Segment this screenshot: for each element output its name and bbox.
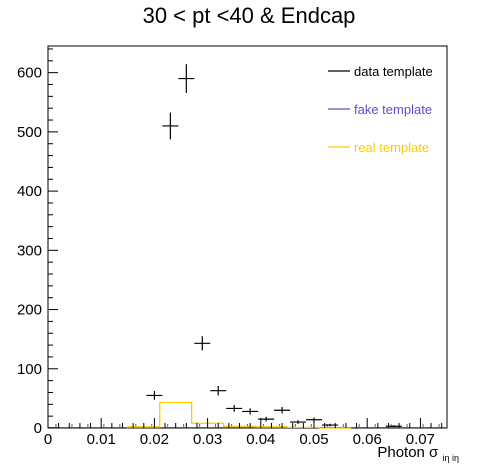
real-template-layer — [127, 401, 352, 429]
data-point — [242, 408, 259, 415]
data-point — [178, 64, 195, 93]
axis-layer: 0 100 200 300 400 500 600 0 0.01 0.02 0.03 0.04 0.05… — [17, 48, 443, 448]
data-point — [290, 420, 307, 424]
chart-title: 30 < pt <40 & Endcap — [143, 3, 356, 28]
y-tick-label: 300 — [17, 242, 42, 259]
y-tick-label: 100 — [17, 361, 42, 378]
data-point — [194, 336, 211, 351]
y-tick-label: 200 — [17, 302, 42, 319]
legend-label: real template — [354, 140, 429, 155]
data-point — [274, 406, 291, 414]
x-tick-label: 0.03 — [193, 431, 222, 448]
x-tick-label: 0.05 — [299, 431, 328, 448]
x-tick-label: 0.04 — [246, 431, 275, 448]
x-tick-label: 0 — [44, 431, 52, 448]
x-tick-label: 0.07 — [406, 431, 435, 448]
real-template-line — [127, 401, 352, 429]
legend: data template fake template real template — [328, 64, 433, 155]
y-tick-label: 500 — [17, 124, 42, 141]
y-tick-label: 600 — [17, 65, 42, 82]
data-point — [162, 112, 179, 140]
y-tick-label: 0 — [34, 420, 42, 437]
x-axis-label: Photon σ iη iη — [377, 444, 459, 463]
data-point — [210, 386, 227, 396]
legend-label: data template — [354, 64, 433, 79]
x-tick-label: 0.02 — [140, 431, 169, 448]
legend-label: fake template — [354, 102, 432, 117]
y-tick-label: 400 — [17, 183, 42, 200]
data-point — [146, 391, 163, 400]
data-template-layer — [146, 64, 402, 428]
data-point — [226, 405, 243, 412]
x-tick-label: 0.06 — [353, 431, 382, 448]
x-axis-label-main: Photon σ — [377, 444, 439, 461]
x-axis-label-sub: iη iη — [442, 453, 459, 463]
x-tick-label: 0.01 — [87, 431, 116, 448]
